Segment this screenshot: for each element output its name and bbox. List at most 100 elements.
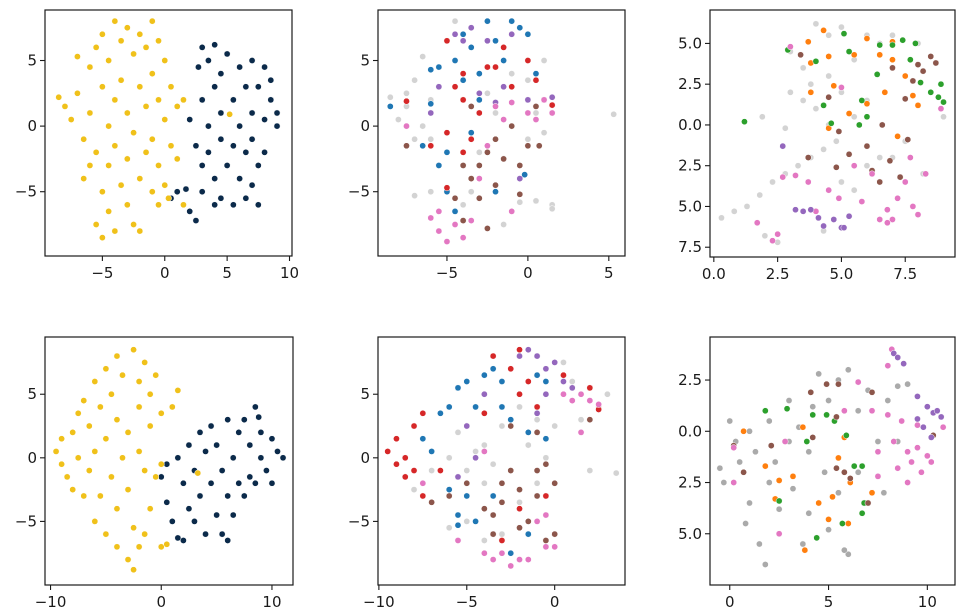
- x-tick-label: −10: [35, 593, 67, 611]
- x-tick-label: −5: [456, 593, 478, 611]
- data-point: [804, 38, 812, 46]
- data-point: [533, 429, 541, 436]
- data-point: [730, 444, 738, 452]
- data-point: [863, 142, 871, 150]
- data-point: [937, 80, 945, 88]
- data-point: [192, 217, 200, 224]
- data-point: [498, 422, 506, 430]
- data-point: [124, 429, 132, 436]
- data-point: [182, 185, 190, 193]
- data-point: [742, 520, 749, 527]
- data-point: [830, 82, 838, 90]
- data-point: [516, 198, 524, 206]
- data-point: [874, 438, 882, 445]
- data-point: [533, 518, 541, 525]
- x-tick-label: 5: [222, 264, 232, 282]
- data-point: [192, 142, 200, 150]
- data-point: [211, 201, 219, 209]
- data-point: [155, 201, 162, 209]
- data-point: [568, 397, 576, 404]
- data-point: [850, 162, 858, 170]
- data-point: [427, 109, 435, 117]
- data-point: [119, 371, 126, 379]
- data-point: [236, 175, 243, 182]
- data-point: [454, 429, 462, 436]
- data-point: [80, 175, 88, 182]
- data-point: [940, 98, 947, 106]
- data-point: [560, 390, 567, 398]
- data-point: [484, 225, 491, 232]
- data-point: [130, 346, 137, 354]
- data-point: [743, 203, 751, 210]
- data-point: [386, 93, 394, 101]
- data-point: [854, 378, 862, 386]
- data-point: [142, 103, 150, 110]
- data-point: [428, 448, 435, 455]
- data-point: [716, 464, 724, 472]
- data-point: [475, 149, 483, 156]
- data-point: [467, 44, 475, 51]
- data-point: [839, 520, 846, 527]
- data-point: [794, 162, 802, 170]
- data-point: [884, 362, 892, 370]
- data-point: [498, 530, 506, 538]
- x-tick-label: 5: [824, 593, 834, 611]
- data-point: [445, 524, 453, 532]
- data-point: [516, 390, 523, 398]
- data-point: [180, 96, 187, 104]
- data-point: [845, 110, 853, 117]
- data-point: [820, 222, 827, 230]
- data-point: [516, 486, 523, 493]
- data-point: [516, 175, 524, 182]
- data-point: [890, 438, 898, 445]
- data-point: [427, 214, 435, 222]
- data-point: [445, 403, 453, 411]
- data-point: [933, 407, 941, 415]
- data-point: [741, 118, 748, 126]
- data-point: [267, 76, 275, 84]
- data-point: [533, 492, 541, 500]
- data-point: [86, 63, 94, 71]
- data-point: [542, 511, 550, 519]
- data-point: [835, 489, 842, 497]
- data-point: [467, 217, 475, 224]
- data-point: [492, 103, 499, 110]
- data-point: [185, 505, 193, 513]
- data-point: [463, 479, 471, 487]
- data-point: [914, 211, 922, 218]
- data-point: [257, 429, 265, 436]
- data-point: [74, 409, 82, 417]
- data-point: [761, 407, 769, 415]
- data-point: [524, 518, 532, 525]
- data-point: [524, 429, 532, 436]
- data-point: [130, 566, 137, 574]
- data-point: [451, 17, 459, 25]
- data-point: [868, 170, 876, 178]
- subplot-5: −10 −5 0 −5 0 5: [348, 336, 626, 611]
- data-point: [198, 44, 206, 51]
- data-point: [437, 409, 444, 417]
- data-point: [123, 155, 131, 163]
- data-point: [489, 365, 497, 373]
- data-point: [799, 207, 807, 215]
- data-point: [898, 417, 906, 425]
- data-point: [472, 448, 479, 455]
- data-point: [451, 30, 459, 38]
- data-point: [102, 435, 110, 443]
- data-point: [484, 37, 491, 45]
- data-point: [746, 499, 753, 507]
- data-point: [752, 448, 759, 456]
- data-point: [161, 181, 169, 189]
- x-tick-label: −5: [91, 264, 113, 282]
- data-point: [815, 214, 822, 222]
- data-point: [844, 520, 852, 527]
- data-point: [123, 201, 131, 209]
- data-point: [186, 116, 194, 123]
- scatter-points: [386, 17, 618, 245]
- data-point: [102, 530, 110, 538]
- data-point: [155, 96, 162, 104]
- data-point: [218, 530, 226, 538]
- data-point: [459, 162, 467, 169]
- data-point: [492, 135, 499, 143]
- data-point: [880, 489, 888, 497]
